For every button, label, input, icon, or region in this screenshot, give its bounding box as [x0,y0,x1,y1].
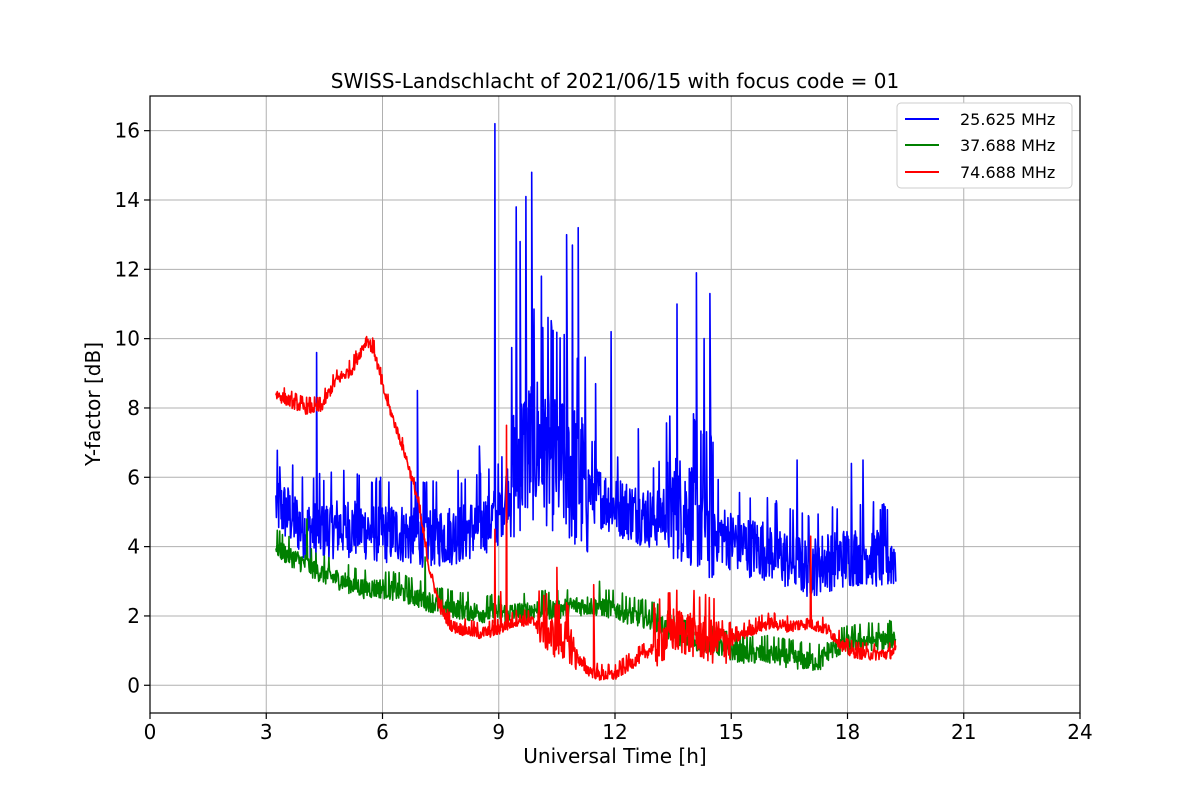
x-tick-label: 0 [144,720,157,744]
x-tick-label: 12 [602,720,627,744]
series-37-688-mhz [275,518,897,671]
legend-label-37mhz: 37.688 MHz [960,136,1055,155]
y-tick-label: 4 [127,535,140,559]
y-tick-label: 12 [115,257,140,281]
line-37-688-mhz [275,518,897,671]
x-tick-label: 24 [1067,720,1092,744]
legend-box [896,102,1073,189]
x-tick-label: 15 [719,720,744,744]
chart-title: SWISS-Landschlacht of 2021/06/15 with fo… [331,69,899,93]
y-tick-label: 14 [115,188,140,212]
x-tick-label: 9 [492,720,505,744]
line-25-625-mhz [275,122,897,597]
legend-label-25mhz: 25.625 MHz [960,110,1055,129]
grid [150,96,1080,713]
y-tick-label: 16 [115,119,140,143]
x-axis-title: Universal Time [h] [523,744,706,768]
y-tick-label: 10 [115,327,140,351]
x-tick-label: 21 [951,720,976,744]
legend: 25.625 MHz 37.688 MHz 74.688 MHz [896,102,1073,189]
y-axis-title: Y-factor [dB] [81,342,105,467]
y-tick-label: 8 [127,396,140,420]
legend-label-74mhz: 74.688 MHz [960,163,1055,182]
series-group [275,122,897,681]
x-tick-label: 18 [835,720,860,744]
y-tick-label: 2 [127,604,140,628]
x-tick-label: 3 [260,720,273,744]
y-tick-label: 6 [127,465,140,489]
line-74-688-mhz [275,335,897,681]
x-tick-label: 6 [376,720,389,744]
series-25-625-mhz [275,122,897,597]
series-74-688-mhz [275,335,897,681]
y-tick-label: 0 [127,673,140,697]
